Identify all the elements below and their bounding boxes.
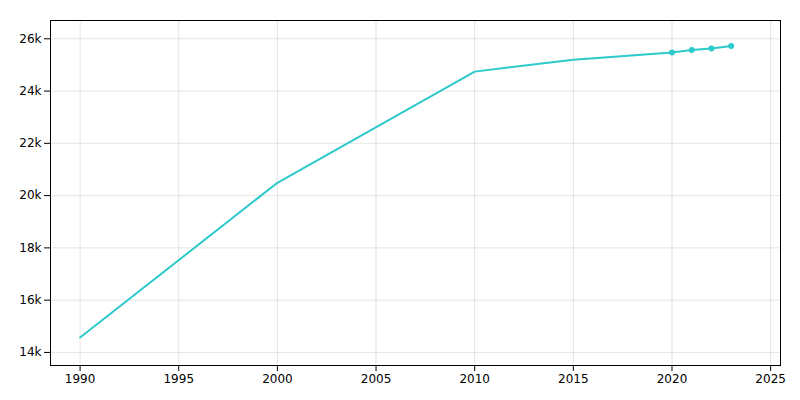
svg-text:1995: 1995 <box>163 372 194 386</box>
svg-text:26k: 26k <box>19 32 41 46</box>
svg-text:24k: 24k <box>19 84 41 98</box>
svg-text:20k: 20k <box>19 188 41 202</box>
svg-text:2020: 2020 <box>657 372 688 386</box>
svg-text:2005: 2005 <box>361 372 392 386</box>
svg-text:18k: 18k <box>19 241 41 255</box>
svg-text:22k: 22k <box>19 136 41 150</box>
svg-text:14k: 14k <box>19 345 41 359</box>
svg-text:2015: 2015 <box>558 372 589 386</box>
svg-text:1990: 1990 <box>65 372 96 386</box>
svg-text:2025: 2025 <box>755 372 786 386</box>
svg-text:2000: 2000 <box>262 372 293 386</box>
svg-text:2010: 2010 <box>459 372 490 386</box>
svg-text:16k: 16k <box>19 293 41 307</box>
